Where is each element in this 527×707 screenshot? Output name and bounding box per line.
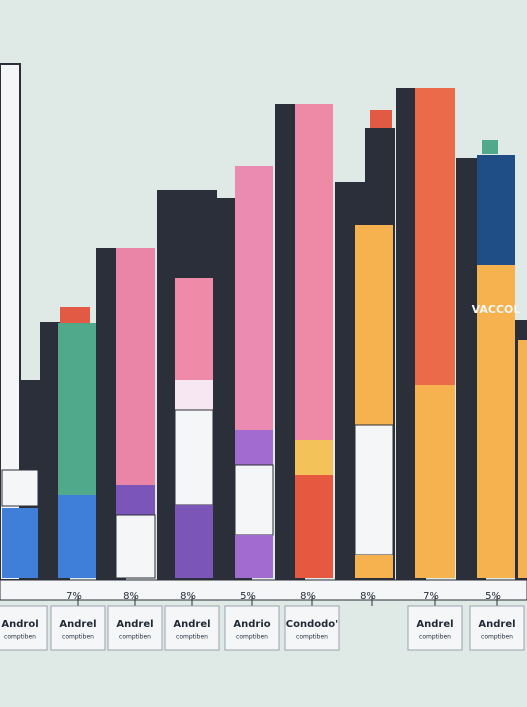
column xyxy=(58,307,96,578)
label-sub: comptiben xyxy=(296,634,328,641)
label-sub: comptiben xyxy=(176,634,208,641)
label-box xyxy=(407,605,463,651)
tick-label: 8% xyxy=(180,591,196,602)
tick-label: 7% xyxy=(423,591,439,602)
label-name: Andrel xyxy=(416,619,453,630)
label-box xyxy=(469,605,525,651)
axis-bar xyxy=(0,579,527,601)
label-name: Androl xyxy=(1,619,38,630)
column: VACCOL xyxy=(472,140,521,578)
tick-label: 8% xyxy=(360,591,376,602)
column xyxy=(295,104,333,578)
label-box xyxy=(0,605,48,651)
label-box xyxy=(164,605,220,651)
column xyxy=(415,88,455,578)
label-box xyxy=(50,605,106,651)
tick-label: 5% xyxy=(240,591,256,602)
tick-label: 8% xyxy=(123,591,139,602)
label-name: Andrio xyxy=(233,619,270,630)
column xyxy=(115,248,156,579)
column xyxy=(1,469,39,578)
label-sub: comptiben xyxy=(419,634,451,641)
label-box xyxy=(284,605,340,651)
label-sub: comptiben xyxy=(4,634,36,641)
tick-label: 8% xyxy=(300,591,316,602)
column xyxy=(354,110,394,578)
label-box xyxy=(224,605,280,651)
label-box xyxy=(107,605,163,651)
bar-text: VACCOL xyxy=(472,303,521,316)
label-name: Andrel xyxy=(478,619,515,630)
label-sub: comptiben xyxy=(62,634,94,641)
tick-label: 5% xyxy=(485,591,501,602)
label-name: Condodo' xyxy=(286,619,338,630)
label-sub: comptiben xyxy=(481,634,513,641)
label-name: Andrel xyxy=(59,619,96,630)
tick-label: 7% xyxy=(66,591,82,602)
column xyxy=(234,166,274,578)
column xyxy=(174,278,214,578)
label-name: Andrel xyxy=(173,619,210,630)
column-edge xyxy=(518,340,527,578)
label-sub: comptiben xyxy=(119,634,151,641)
label-sub: comptiben xyxy=(236,634,268,641)
label-row: Androl comptiben Andrel comptiben Andrel comp… xyxy=(0,605,525,651)
tick-row: 7% 8% 8% 5% 8% 8% 7% 5% xyxy=(66,591,501,606)
label-name: Andrel xyxy=(116,619,153,630)
